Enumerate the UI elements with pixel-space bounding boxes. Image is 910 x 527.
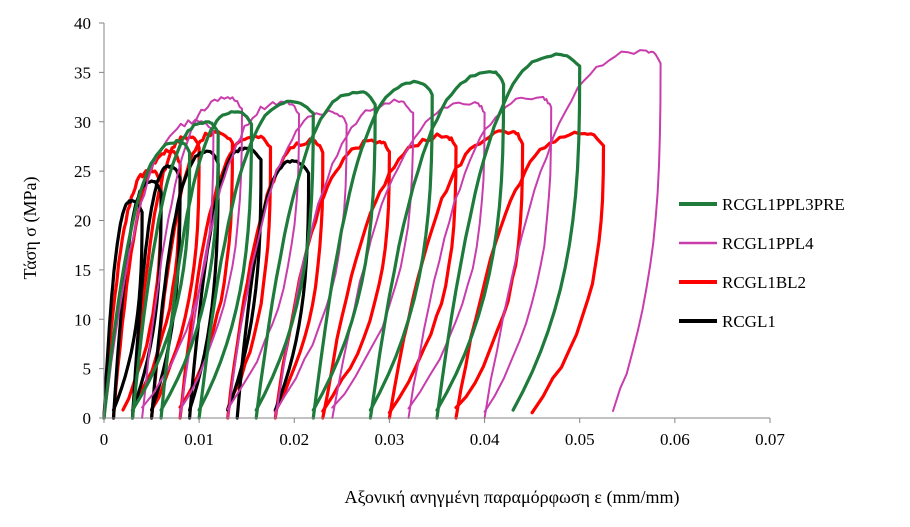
ticks-layer: 0 0.01 0.02 0.03 0.04 0.05 0.06 0.07 0 5 10 15 20 25 3…: [74, 14, 785, 449]
series-loop: [197, 99, 315, 420]
series-loop: [254, 90, 377, 420]
y-tick-label: 15: [74, 261, 91, 280]
series-loop: [331, 101, 486, 419]
series-loop: [130, 120, 220, 420]
series-loop: [483, 49, 662, 419]
series-loop: [102, 138, 192, 420]
y-tick-label: 10: [74, 310, 91, 329]
series-loop: [435, 52, 582, 420]
series-loop: [179, 100, 300, 419]
legend: RCGL1PPL3PRE RCGL1PPL4 RCGL1BL2 RCGL1: [679, 195, 845, 331]
series-loop: [311, 79, 434, 420]
series-loop: [102, 169, 163, 420]
series-loop: [178, 134, 273, 420]
x-tick-label: 0.05: [565, 430, 595, 449]
y-tick-label: 0: [83, 409, 92, 428]
series-loop: [226, 137, 325, 420]
series-loop: [368, 70, 506, 420]
legend-item: RCGL1BL2: [679, 273, 806, 292]
legend-label: RCGL1PPL4: [722, 234, 814, 253]
series-RCGL1PPL4: [103, 49, 662, 419]
x-tick-label: 0.06: [660, 430, 690, 449]
legend-label: RCGL1BL2: [722, 273, 806, 292]
x-tick-label: 0.04: [470, 430, 500, 449]
x-tick-label: 0: [100, 430, 109, 449]
x-axis-label: Αξονική ανηγμένη παραμόρφωση ε (mm/mm): [345, 487, 680, 508]
y-tick-label: 20: [74, 212, 91, 231]
series-loop: [102, 198, 144, 420]
legend-item: RCGL1PPL3PRE: [679, 195, 845, 214]
legend-item: RCGL1: [679, 312, 776, 331]
series-loop: [111, 148, 182, 420]
y-tick-label: 25: [74, 162, 91, 181]
legend-label: RCGL1PPL3PRE: [722, 195, 845, 214]
x-tick-label: 0.07: [755, 430, 785, 449]
series-loop: [159, 110, 254, 420]
y-axis-label: Τάση σ (MPa): [20, 176, 41, 279]
y-tick-label: 35: [74, 63, 91, 82]
series-loop: [274, 98, 415, 419]
x-tick-label: 0.03: [375, 430, 405, 449]
series-loop: [235, 159, 311, 420]
y-tick-label: 5: [83, 360, 92, 379]
series-loop: [407, 95, 553, 419]
x-tick-label: 0.02: [279, 430, 309, 449]
x-tick-label: 0.01: [184, 430, 214, 449]
series-loop: [141, 96, 243, 419]
legend-label: RCGL1: [722, 312, 776, 331]
series-RCGL1PPL3PRE: [102, 52, 582, 420]
legend-item: RCGL1PPL4: [679, 234, 814, 253]
series-layer: [102, 49, 662, 420]
y-tick-label: 30: [74, 113, 91, 132]
y-tick-label: 40: [74, 14, 91, 33]
